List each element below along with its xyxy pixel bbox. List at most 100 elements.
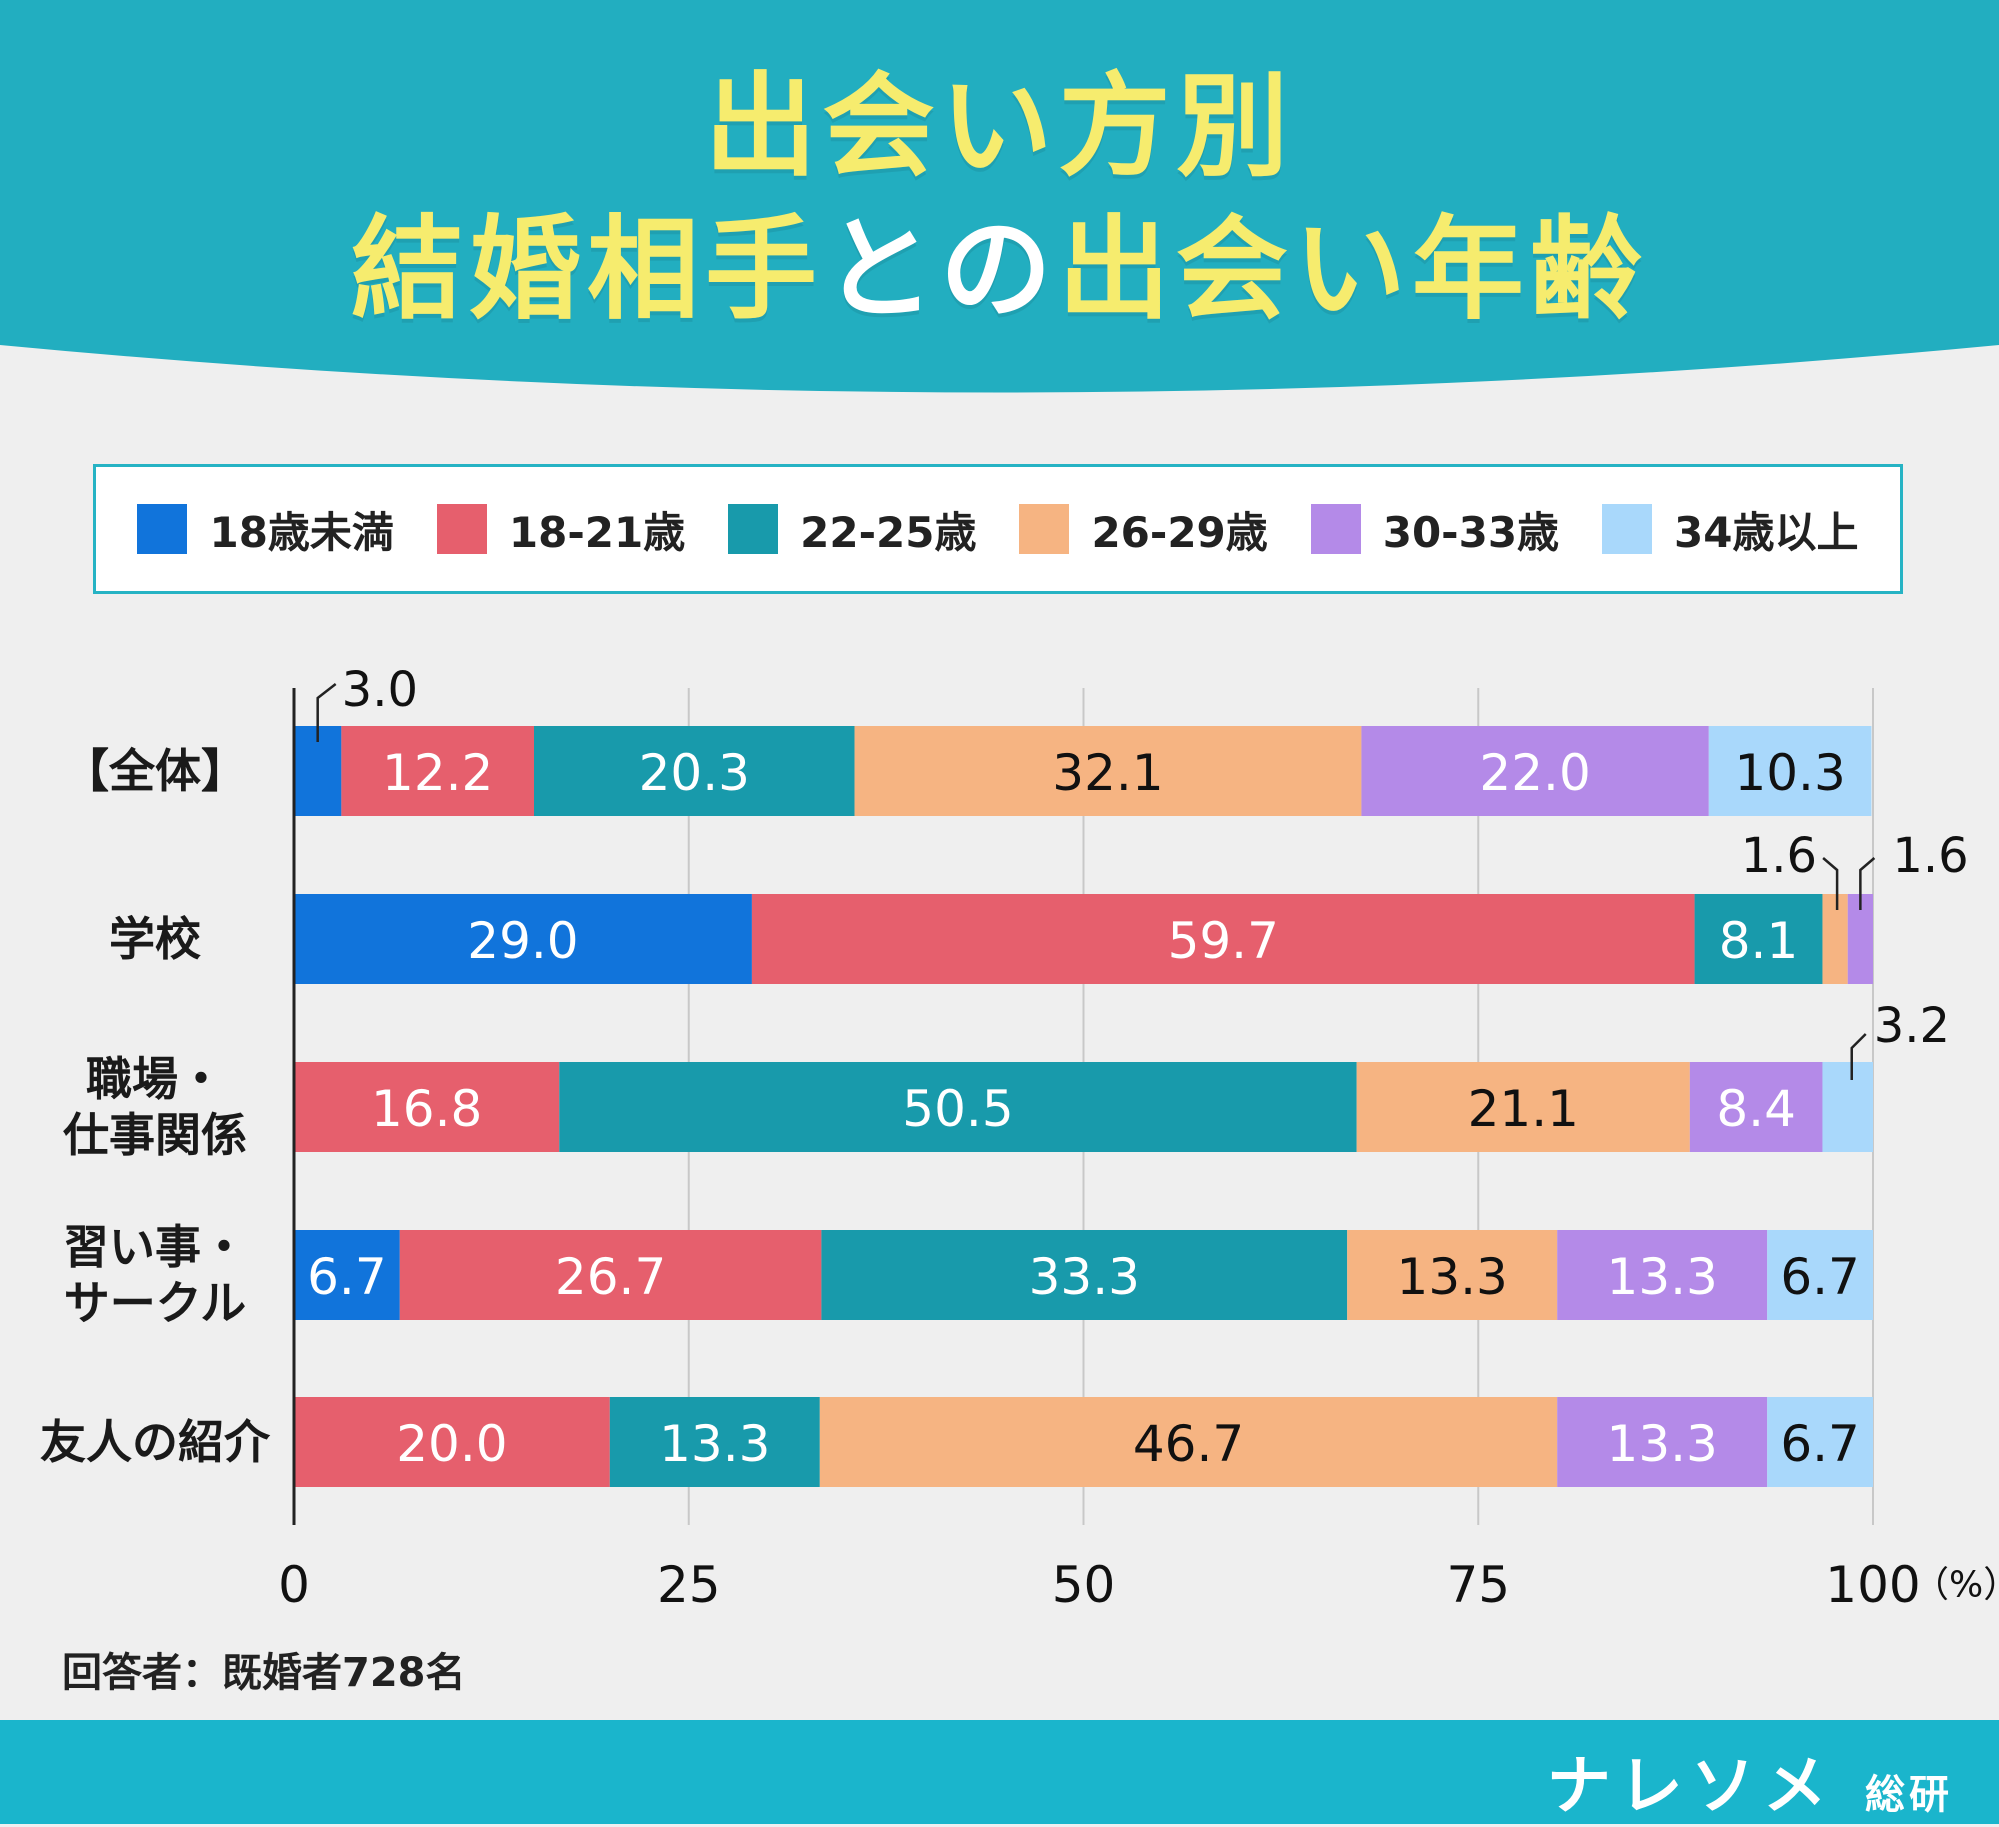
bar-segment-0-5	[1708, 726, 1872, 816]
data-label-0-0: 3.0	[342, 662, 418, 718]
bar-segment-1-3	[1822, 894, 1848, 984]
bar-segment-3-0	[294, 1230, 400, 1320]
bar-segment-2-4	[1689, 1062, 1823, 1152]
legend-swatch-5	[1602, 504, 1652, 554]
brand-name: ナレソメ	[1546, 1750, 1835, 1824]
leader-line-1-3	[1822, 857, 1839, 910]
legend-label-2: 22-25歳	[800, 507, 977, 557]
legend-item-3: 26-29歳	[1019, 499, 1268, 560]
legend-swatch-1	[436, 504, 487, 554]
legend-item-5: 34歳以上	[1602, 499, 1858, 560]
bar-segment-0-1	[341, 726, 535, 816]
bar-segment-3-5	[1767, 1230, 1873, 1320]
x-tick-50: 50	[1052, 1556, 1116, 1614]
category-label-3-1: サークル	[64, 1276, 247, 1330]
data-label-1-0: 29.0	[467, 912, 578, 970]
bar-segment-4-3	[819, 1397, 1558, 1487]
data-label-3-0: 6.7	[307, 1248, 387, 1306]
legend-item-0: 18歳未満	[137, 499, 394, 560]
bar-segment-0-2	[534, 726, 855, 816]
category-label-0-0: 【全体】	[63, 744, 247, 798]
legend-label-1: 18-21歳	[508, 507, 686, 557]
legend-label-0: 18歳未満	[209, 507, 394, 557]
data-label-0-4: 22.0	[1479, 744, 1590, 802]
data-label-4-1: 20.0	[396, 1415, 507, 1473]
legend-swatch-0	[137, 504, 188, 554]
bar-segment-3-4	[1557, 1230, 1768, 1320]
bar-segment-2-2	[559, 1062, 1357, 1152]
legend-item-1: 18-21歳	[436, 499, 686, 560]
legend: 18歳未満 18-21歳 22-25歳 26-29歳 30-33歳 34歳以上	[93, 464, 1903, 594]
data-label-2-2: 50.5	[902, 1080, 1013, 1138]
chart-title-line-1: 出会い方別	[704, 62, 1295, 192]
bar-segment-1-0	[294, 894, 752, 984]
stacked-bar-chart: 3.0 12.2 20.3 32.1 22.0 10.3 29.0 59.7 8.1 1.6 1.6…	[40, 662, 1999, 1614]
title-part-1: 結婚相手	[351, 205, 824, 335]
category-label-2-1: 仕事関係	[63, 1108, 247, 1162]
x-unit-label: （%）	[1913, 1565, 1999, 1606]
bar-segment-2-3	[1356, 1062, 1690, 1152]
legend-item-4: 30-33歳	[1310, 499, 1560, 560]
leader-line-2-5	[1850, 1033, 1867, 1080]
x-tick-100: 100	[1825, 1556, 1920, 1614]
data-label-4-2: 13.3	[659, 1415, 770, 1473]
data-label-3-3: 13.3	[1397, 1248, 1508, 1306]
bar-segment-0-3	[854, 726, 1362, 816]
bar-segment-1-1	[751, 894, 1695, 984]
x-tick-75: 75	[1446, 1556, 1510, 1614]
bar-segment-2-1	[294, 1062, 560, 1152]
data-label-2-3: 21.1	[1468, 1080, 1579, 1138]
chart-title-line-2: 結婚相手との出会い年齢	[0, 205, 1999, 335]
data-label-4-3: 46.7	[1133, 1415, 1244, 1473]
data-label-1-3: 1.6	[1741, 828, 1817, 884]
data-label-4-4: 13.3	[1607, 1415, 1718, 1473]
bar-segment-1-2	[1694, 894, 1823, 984]
bar-segment-2-5	[1822, 1062, 1873, 1152]
category-label-1-0: 学校	[109, 912, 201, 966]
header-background	[0, 0, 1999, 393]
title-part-2: との	[823, 205, 1058, 335]
data-label-1-4: 1.6	[1892, 828, 1968, 884]
data-label-1-1: 59.7	[1168, 912, 1279, 970]
data-label-0-2: 20.3	[639, 744, 750, 802]
bar-segment-3-2	[821, 1230, 1348, 1320]
bar-segment-3-1	[399, 1230, 822, 1320]
respondents-note: 回答者：既婚者728名	[62, 1650, 466, 1696]
bar-segment-4-1	[294, 1397, 610, 1487]
legend-label-5: 34歳以上	[1674, 507, 1859, 557]
category-label-3-0: 習い事・	[63, 1220, 247, 1274]
bar-segment-4-5	[1767, 1397, 1873, 1487]
data-label-3-5: 6.7	[1780, 1248, 1860, 1306]
leader-line-1-4	[1859, 857, 1876, 910]
data-label-3-4: 13.3	[1607, 1248, 1718, 1306]
bar-segment-4-2	[609, 1397, 820, 1487]
data-label-1-2: 8.1	[1719, 912, 1799, 970]
bar-segment-3-3	[1347, 1230, 1558, 1320]
data-label-2-4: 8.4	[1716, 1080, 1796, 1138]
bar-segment-0-4	[1361, 726, 1709, 816]
data-label-3-2: 33.3	[1029, 1248, 1140, 1306]
category-label-4-0: 友人の紹介	[40, 1415, 271, 1469]
legend-label-4: 30-33歳	[1382, 507, 1560, 557]
data-label-0-1: 12.2	[382, 744, 493, 802]
title-part-3: 出会い年齢	[1057, 205, 1648, 335]
data-label-2-1: 16.8	[371, 1080, 482, 1138]
leader-line-0-0	[316, 683, 337, 742]
x-tick-25: 25	[657, 1556, 721, 1614]
data-label-4-5: 6.7	[1780, 1415, 1860, 1473]
data-label-0-3: 32.1	[1052, 744, 1163, 802]
legend-label-3: 26-29歳	[1091, 507, 1268, 557]
data-label-3-1: 26.7	[555, 1248, 666, 1306]
brand-logo: ナレソメ 総研	[1547, 1735, 1953, 1827]
data-label-2-5: 3.2	[1874, 998, 1950, 1054]
legend-swatch-3	[1019, 504, 1070, 554]
legend-item-2: 22-25歳	[728, 499, 976, 560]
footer-bar	[0, 1720, 1999, 1824]
x-tick-0: 0	[278, 1556, 310, 1614]
bar-segment-4-4	[1557, 1397, 1768, 1487]
data-label-0-5: 10.3	[1734, 744, 1845, 802]
legend-swatch-2	[728, 504, 779, 554]
category-label-2-0: 職場・	[86, 1052, 224, 1106]
brand-sub: 総研	[1865, 1772, 1953, 1818]
legend-swatch-4	[1310, 504, 1361, 554]
